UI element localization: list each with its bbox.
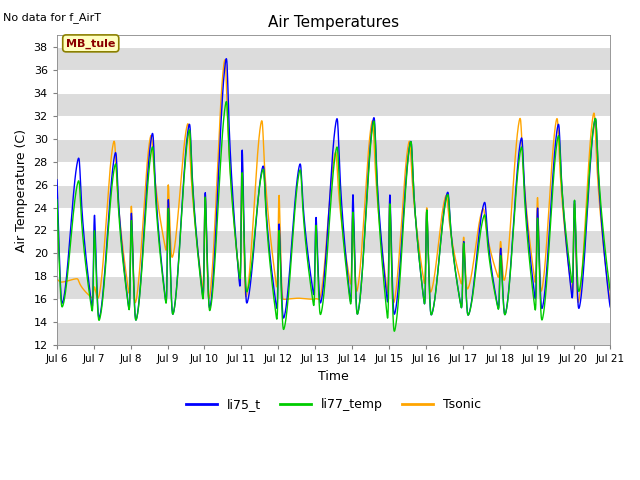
Bar (57, 47, 611, 70)
Tsonic (350, 238, 358, 243)
li75_t (558, 185, 566, 191)
li75_t (207, 295, 215, 301)
li77_temp (495, 303, 503, 309)
Tsonic (362, 181, 370, 187)
Bar (57, 276, 611, 300)
Bar (57, 70, 611, 93)
Tsonic (131, 300, 139, 306)
li75_t (223, 56, 230, 61)
Line: li77_temp: li77_temp (57, 102, 611, 331)
Tsonic (207, 277, 215, 283)
Bar (57, 116, 611, 139)
li77_temp (350, 228, 358, 234)
Bar (57, 93, 611, 116)
li75_t (53, 177, 61, 182)
Tsonic (495, 272, 503, 278)
li75_t (573, 287, 581, 293)
li75_t (362, 207, 370, 213)
li77_temp (390, 328, 398, 334)
li77_temp (207, 301, 215, 307)
Bar (57, 207, 611, 230)
li77_temp (362, 213, 370, 219)
Tsonic (53, 276, 61, 282)
Legend: li75_t, li77_temp, Tsonic: li75_t, li77_temp, Tsonic (181, 394, 486, 417)
li75_t (495, 302, 503, 308)
li77_temp (558, 186, 566, 192)
X-axis label: Time: Time (318, 370, 349, 383)
Line: Tsonic: Tsonic (57, 60, 611, 303)
li77_temp (53, 197, 61, 203)
Title: Air Temperatures: Air Temperatures (268, 15, 399, 30)
Bar (57, 322, 611, 345)
Tsonic (573, 295, 581, 300)
Bar (57, 300, 611, 322)
li77_temp (607, 288, 614, 293)
li75_t (350, 224, 358, 230)
Line: li75_t: li75_t (57, 59, 611, 320)
Text: MB_tule: MB_tule (66, 38, 115, 48)
li77_temp (573, 273, 581, 279)
Tsonic (221, 57, 228, 63)
Bar (57, 230, 611, 253)
Bar (57, 139, 611, 162)
Bar (57, 184, 611, 207)
Bar (57, 162, 611, 184)
Tsonic (558, 196, 566, 202)
Tsonic (607, 299, 614, 305)
li75_t (132, 317, 140, 323)
li77_temp (223, 99, 230, 105)
Text: No data for f_AirT: No data for f_AirT (3, 12, 101, 23)
Y-axis label: Air Temperature (C): Air Temperature (C) (15, 129, 28, 252)
li75_t (607, 305, 614, 311)
Bar (57, 253, 611, 276)
